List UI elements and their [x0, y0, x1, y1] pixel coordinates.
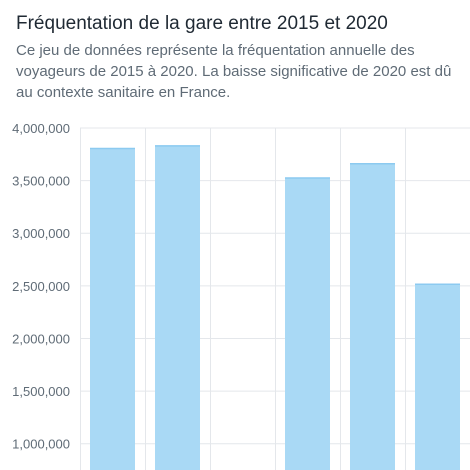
y-tick-label: 1,000,000: [12, 437, 70, 452]
y-tick-label: 4,000,000: [12, 121, 70, 136]
bar-2019[interactable]: [350, 163, 395, 470]
y-tick-label: 3,500,000: [12, 174, 70, 189]
bar-2018[interactable]: [285, 177, 330, 470]
y-tick-label: 3,000,000: [12, 226, 70, 241]
chart-title: Fréquentation de la gare entre 2015 et 2…: [16, 13, 388, 34]
bar-2016[interactable]: [155, 145, 200, 470]
y-tick-label: 1,500,000: [12, 384, 70, 399]
y-tick-label: 2,000,000: [12, 331, 70, 346]
chart-subtitle: Ce jeu de données représente la fréquent…: [16, 42, 452, 101]
y-tick-label: 2,500,000: [12, 279, 70, 294]
bar-2015[interactable]: [90, 147, 135, 470]
bar-2020[interactable]: [415, 283, 460, 470]
